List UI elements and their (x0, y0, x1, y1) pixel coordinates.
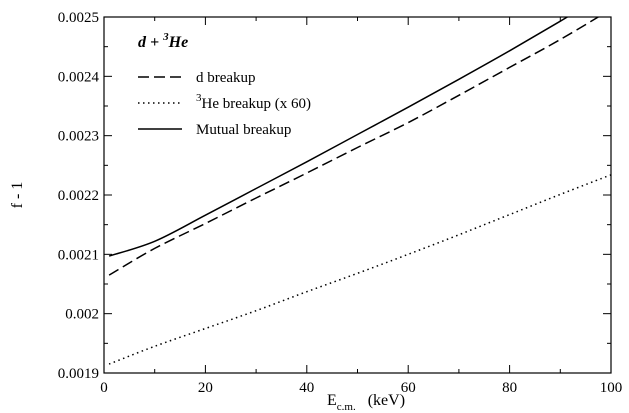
series-line-dotted (108, 174, 611, 365)
x-tick-label: 40 (299, 380, 314, 396)
x-axis-title: Ec.m. (keV) (327, 392, 405, 413)
y-tick-label: 0.0019 (58, 366, 99, 382)
x-tick-label: 60 (401, 380, 416, 396)
y-tick-label: 0.0022 (58, 188, 99, 204)
legend: d breakup 3He breakup (x 60) Mutual breaku… (138, 70, 311, 138)
x-tick-label: 100 (600, 380, 623, 396)
legend-label: d breakup (196, 70, 256, 86)
axis-ticks: 0 20 40 60 80 100 0.0019 0.002 0.0021 0.0022 0.002… (58, 10, 623, 396)
y-tick-label: 0.002 (65, 307, 99, 323)
series-line-dashed (108, 17, 600, 276)
y-tick-label: 0.0024 (58, 69, 100, 85)
series-layer (108, 17, 611, 365)
x-tick-label: 80 (502, 380, 517, 396)
x-tick-label: 20 (198, 380, 213, 396)
x-tick-label: 0 (100, 380, 108, 396)
y-tick-label: 0.0023 (58, 129, 99, 145)
y-tick-label: 0.0021 (58, 247, 99, 263)
plot-area (103, 16, 612, 374)
y-tick-label: 0.0025 (58, 10, 99, 26)
series-line-solid (108, 17, 569, 257)
legend-label: 3He breakup (x 60) (196, 92, 311, 112)
legend-label: Mutual breakup (196, 122, 291, 138)
annotation-label: d + 3He (138, 31, 188, 51)
plot-frame (103, 16, 612, 374)
y-axis-title: f - 1 (9, 182, 26, 209)
